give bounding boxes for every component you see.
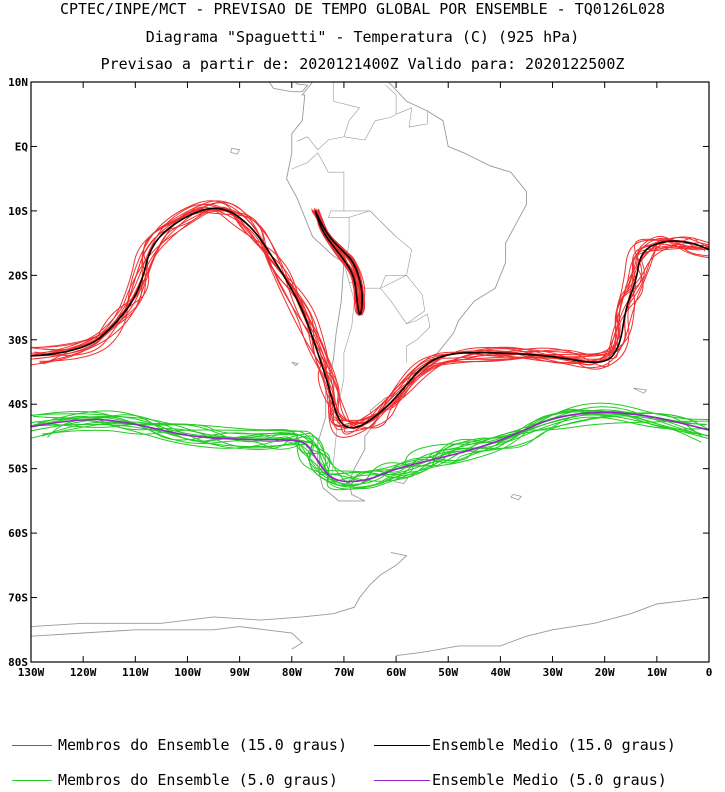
lon-tick-label: 110W — [122, 666, 149, 679]
country-border — [330, 262, 355, 482]
member-15-isotherm — [32, 206, 709, 430]
lat-tick-label: EQ — [15, 140, 29, 153]
lon-tick-label: 50W — [438, 666, 458, 679]
title-line-2: Diagrama "Spaguetti" - Temperatura (C) (… — [145, 28, 580, 46]
member-15-isotherm — [32, 210, 709, 424]
country-border — [343, 84, 397, 141]
lat-tick-label: 30S — [8, 334, 28, 347]
lon-tick-label: 120W — [70, 666, 97, 679]
country-border — [291, 152, 350, 218]
coastline — [31, 551, 408, 628]
lat-tick-label: 40S — [8, 398, 28, 411]
island-outline — [291, 361, 299, 367]
legend-label-mean15: Ensemble Medio (15.0 graus) — [432, 736, 676, 754]
member-15-isotherm — [39, 200, 698, 421]
country-border — [395, 107, 428, 128]
legend-swatch-mean15 — [374, 745, 430, 746]
legend-label-mean5: Ensemble Medio (5.0 graus) — [432, 771, 667, 789]
coastlines — [31, 82, 709, 657]
lat-tick-label: 60S — [8, 527, 28, 540]
member-15-isotherm — [31, 207, 709, 429]
lon-tick-label: 30W — [543, 666, 563, 679]
lat-tick-label: 80S — [8, 656, 28, 669]
member-15-isotherm — [31, 203, 709, 429]
lon-tick-label: 10W — [647, 666, 667, 679]
lat-tick-label: 20S — [8, 269, 28, 282]
member-5-isotherm — [42, 409, 706, 490]
coastline — [286, 82, 527, 502]
member-5-isotherm — [48, 411, 709, 475]
title-line-1: CPTEC/INPE/MCT - PREVISAO DE TEMPO GLOBA… — [59, 0, 666, 18]
member-15-isotherm — [31, 209, 709, 427]
mean-15-isotherm — [31, 207, 709, 429]
legend-swatch-mean5 — [374, 780, 430, 781]
country-border — [343, 210, 397, 237]
lon-tick-label: 100W — [174, 666, 201, 679]
lon-tick-label: 130W — [18, 666, 45, 679]
legend-swatch-member15 — [12, 745, 52, 746]
island-outline — [633, 387, 648, 394]
country-border — [380, 275, 426, 325]
mean-15-interior-isotherm — [314, 210, 364, 315]
lon-tick-label: 70W — [334, 666, 354, 679]
member-15-isotherm — [43, 202, 699, 438]
legend-swatch-member5 — [12, 780, 52, 781]
member-5-isotherm — [31, 408, 709, 487]
lon-tick-label: 20W — [595, 666, 615, 679]
member-15-isotherm — [42, 206, 709, 425]
lon-tick-label: 80W — [282, 666, 302, 679]
plot-frame — [30, 81, 710, 663]
coastline — [268, 82, 309, 93]
title-line-3: Previsao a partir de: 2020121400Z Valido… — [100, 55, 625, 73]
lat-tick-label: 70S — [8, 592, 28, 605]
member-5-isotherm — [42, 415, 708, 491]
lat-tick-label: 10N — [8, 76, 28, 89]
legend-label-member15: Membros do Ensemble (15.0 graus) — [58, 736, 347, 754]
island-outline — [230, 147, 241, 155]
coastline — [396, 597, 709, 657]
lat-tick-label: 50S — [8, 463, 28, 476]
member-15-isotherm — [44, 209, 705, 435]
member-15-isotherm — [39, 208, 697, 433]
member-15-isotherm — [34, 210, 709, 427]
country-border — [406, 313, 431, 363]
coastline — [31, 626, 303, 650]
mean-5-isotherm — [31, 411, 709, 483]
lat-tick-label: 10S — [8, 205, 28, 218]
member-15-isotherm — [31, 207, 709, 430]
lon-tick-label: 40W — [490, 666, 510, 679]
legend-label-member5: Membros do Ensemble (5.0 graus) — [58, 771, 338, 789]
isotherm-contours — [31, 200, 709, 491]
lon-tick-label: 90W — [230, 666, 250, 679]
island-outline — [510, 493, 522, 501]
member-5-isotherm — [32, 409, 709, 487]
lon-tick-label: 0 — [706, 666, 713, 679]
member-15-isotherm — [31, 200, 709, 424]
lon-tick-label: 60W — [386, 666, 406, 679]
